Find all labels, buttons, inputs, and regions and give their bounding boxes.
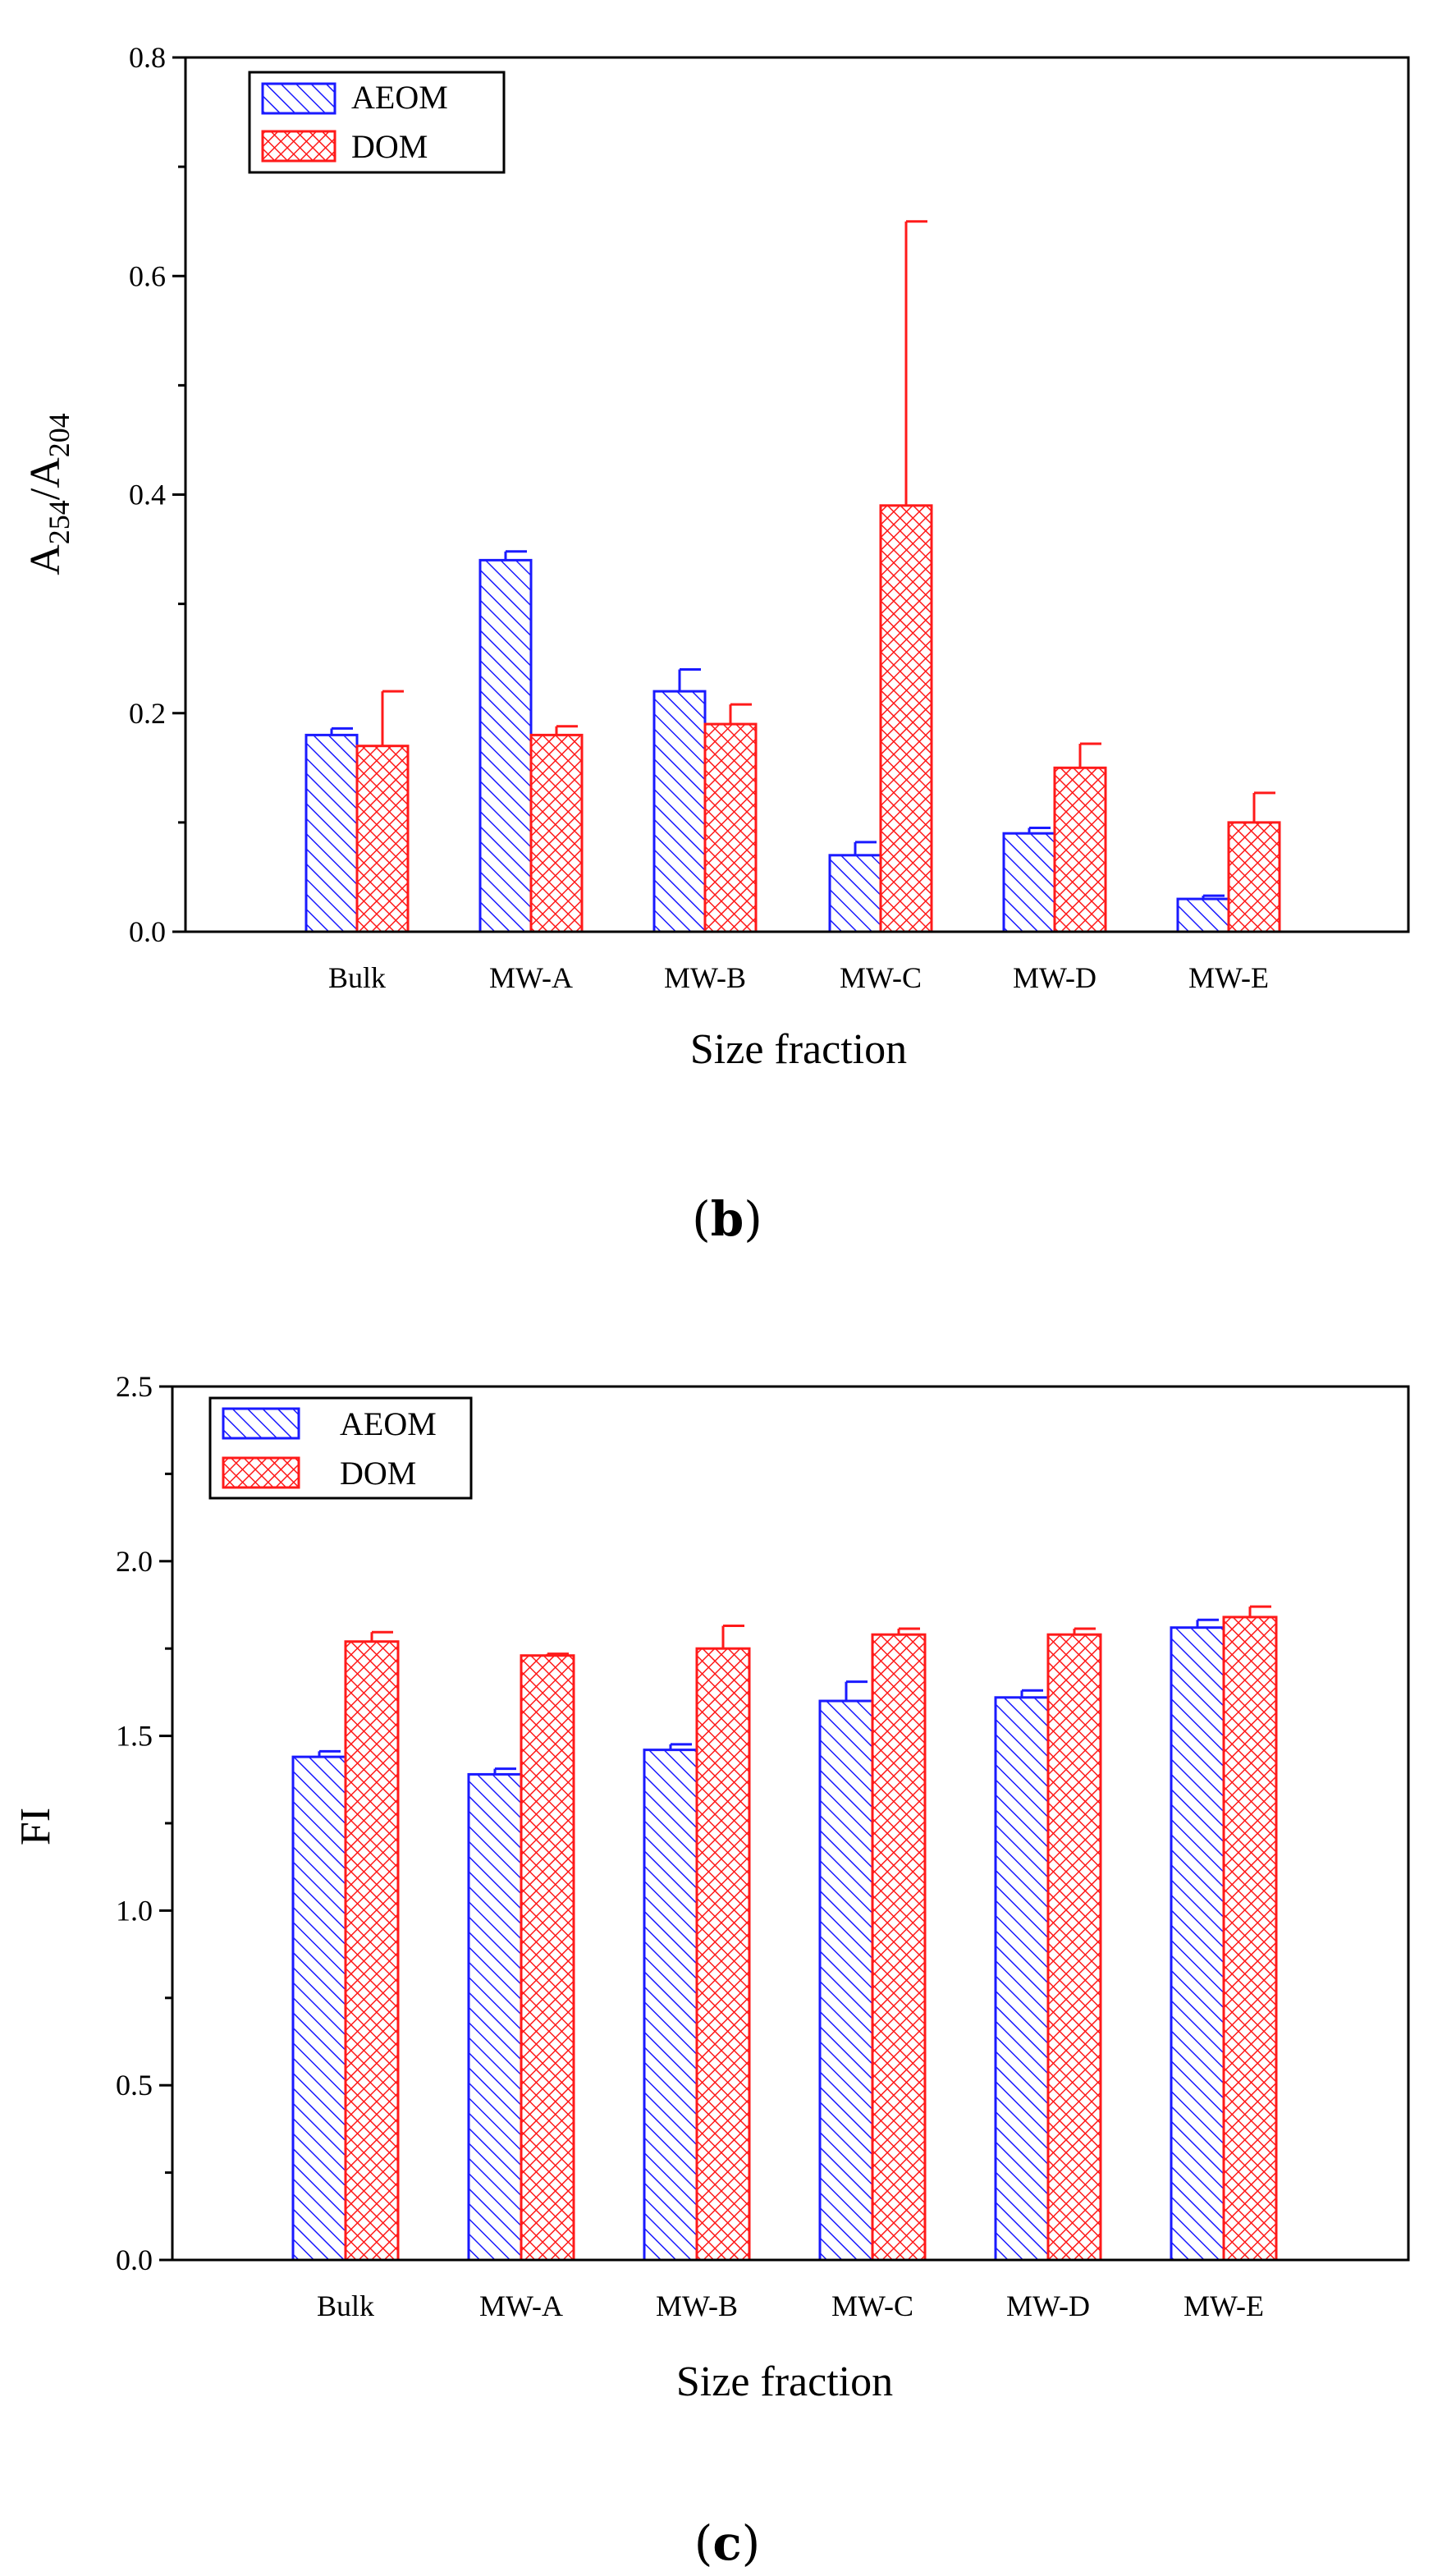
y-axis-title-b: A254/A204 [22, 413, 76, 575]
x-tick-label-b-2: MW-B [664, 961, 746, 994]
x-axis-title-c: Size fraction [676, 2358, 893, 2405]
y-axis-title-b-sub1: 254 [43, 500, 76, 544]
bar-b-aeom-3 [828, 854, 882, 933]
bar-c-dom-4 [1046, 1633, 1102, 2262]
x-tick-label-b-0: Bulk [328, 961, 386, 994]
legend-label-dom-c: DOM [340, 1455, 416, 1492]
bar-b-dom-1 [529, 733, 584, 933]
bar-c-aeom-1 [467, 1772, 523, 2262]
bar-b-aeom-1 [478, 558, 533, 933]
bar-c-aeom-5 [1170, 1626, 1225, 2262]
y-tick-label-b-4: 0.8 [129, 41, 166, 74]
y-tick-label-c-4: 2.0 [116, 1545, 153, 1578]
bars-b [185, 220, 1408, 933]
legend-swatch-dom-c [222, 1456, 300, 1489]
x-tick-label-b-3: MW-C [840, 961, 922, 994]
bar-c-dom-5 [1222, 1616, 1278, 2262]
bar-b-dom-0 [355, 745, 410, 933]
bar-c-dom-2 [695, 1647, 751, 2262]
legend-label-aeom-b: AEOM [351, 79, 448, 116]
panel-label-b: (b) [692, 1191, 762, 1247]
y-tick-label-c-1: 0.5 [116, 2069, 153, 2102]
y-tick-label-c-0: 0.0 [116, 2244, 153, 2276]
bar-c-aeom-0 [291, 1755, 347, 2262]
bar-b-aeom-2 [652, 690, 707, 933]
x-tick-label-c-0: Bulk [317, 2290, 374, 2322]
x-tick-label-c-2: MW-B [656, 2290, 738, 2322]
chart-c: 0.0 0.5 1.0 1.5 2.0 2.5 Bulk MW-A MW-B MW-C MW-D M… [12, 1370, 1410, 2571]
panel-label-b-letter: b [711, 1191, 744, 1247]
bar-b-dom-5 [1227, 821, 1281, 933]
bar-c-aeom-4 [994, 1696, 1050, 2262]
bar-c-dom-1 [520, 1654, 575, 2262]
legend-swatch-aeom-c [222, 1407, 300, 1440]
x-axis-b: Bulk MW-A MW-B MW-C MW-D MW-E [328, 961, 1269, 994]
y-tick-label-b-2: 0.4 [129, 479, 166, 511]
legend-label-aeom-c: AEOM [340, 1405, 437, 1442]
bars-c [172, 1605, 1408, 2262]
bar-c-dom-0 [344, 1640, 400, 2262]
y-tick-label-c-2: 1.0 [116, 1894, 153, 1927]
y-tick-label-c-5: 2.5 [116, 1370, 153, 1403]
bar-b-dom-3 [879, 504, 933, 933]
y-axis-title-b-slash: /A [22, 457, 69, 500]
y-tick-label-b-0: 0.0 [129, 915, 166, 948]
y-tick-label-c-3: 1.5 [116, 1720, 153, 1753]
y-axis-c: 0.0 0.5 1.0 1.5 2.0 2.5 [116, 1370, 172, 2276]
x-tick-label-c-1: MW-A [479, 2290, 563, 2322]
legend-swatch-dom-b [261, 130, 337, 163]
x-tick-label-c-4: MW-D [1006, 2290, 1090, 2322]
bar-b-dom-4 [1053, 766, 1107, 933]
legend-b: AEOM DOM [248, 71, 506, 174]
bar-b-dom-2 [703, 722, 758, 933]
y-axis-title-c: FI [12, 1808, 59, 1845]
panel-label-c-letter: c [712, 2515, 741, 2571]
bar-b-aeom-4 [1002, 832, 1056, 933]
panel-label-c: (c) [694, 2515, 761, 2571]
y-tick-label-b-3: 0.6 [129, 259, 166, 292]
bar-b-aeom-5 [1176, 897, 1230, 933]
legend-c: AEOM DOM [208, 1396, 473, 1500]
legend-swatch-aeom-b [261, 82, 337, 115]
bar-c-aeom-3 [818, 1699, 874, 2262]
legend-label-dom-b: DOM [351, 128, 428, 165]
x-tick-label-c-5: MW-E [1183, 2290, 1264, 2322]
x-axis-title-b: Size fraction [690, 1026, 907, 1073]
x-tick-label-b-4: MW-D [1013, 961, 1096, 994]
chart-b: 0.0 0.2 0.4 0.6 0.8 Bulk MW-A MW-B MW-C MW-D MW-E… [22, 41, 1410, 1247]
y-axis-title-b-main: A [22, 544, 69, 575]
bar-c-aeom-2 [643, 1749, 698, 2262]
bar-c-dom-3 [871, 1633, 927, 2262]
y-tick-label-b-1: 0.2 [129, 697, 166, 730]
x-tick-label-c-3: MW-C [831, 2290, 913, 2322]
bar-b-aeom-0 [304, 733, 359, 933]
y-axis-b: 0.0 0.2 0.4 0.6 0.8 [129, 41, 185, 948]
x-axis-c: Bulk MW-A MW-B MW-C MW-D MW-E [317, 2290, 1264, 2322]
y-axis-title-b-sub2: 204 [43, 413, 76, 457]
x-tick-label-b-5: MW-E [1188, 961, 1269, 994]
x-tick-label-b-1: MW-A [489, 961, 573, 994]
